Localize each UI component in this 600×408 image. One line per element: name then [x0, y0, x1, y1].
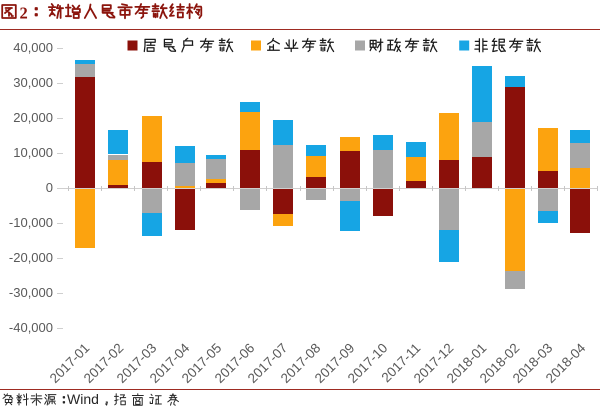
svg-text:Wind: Wind [67, 392, 99, 407]
svg-text:2: 2 [20, 4, 28, 23]
